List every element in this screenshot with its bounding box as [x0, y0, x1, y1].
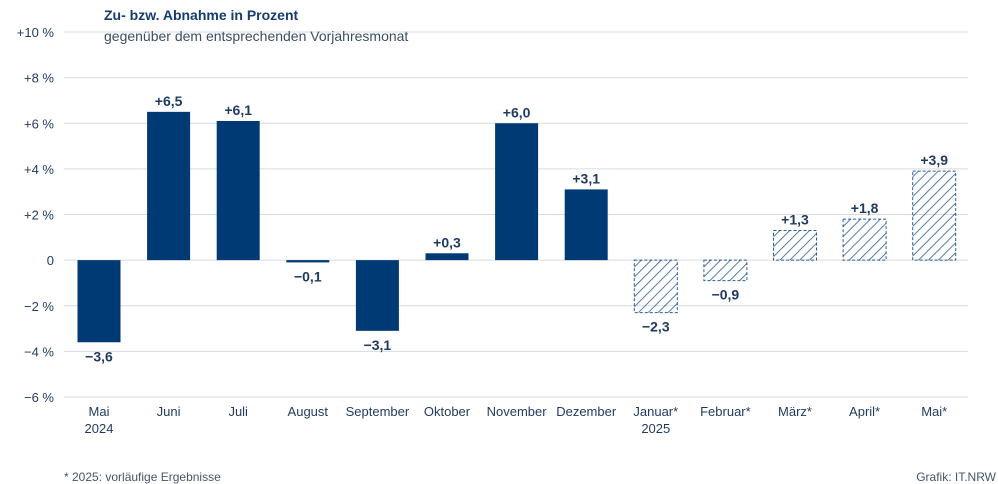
- bar: [633, 259, 678, 314]
- bar: [912, 170, 957, 261]
- x-tick-label: 2025: [641, 421, 670, 436]
- x-tick-label: Februar*: [700, 404, 751, 419]
- data-label: −0,1: [294, 268, 322, 284]
- data-label: +6,1: [224, 102, 252, 118]
- y-tick-label: +6 %: [24, 116, 54, 131]
- bar: [425, 253, 469, 261]
- footnote: * 2025: vorläufige Ergebnisse: [64, 470, 221, 484]
- bar: [355, 260, 399, 331]
- x-tick-label: Oktober: [424, 404, 471, 419]
- data-label: +0,3: [433, 234, 461, 250]
- x-tick-label: April*: [849, 404, 880, 419]
- bar: [77, 260, 121, 343]
- bar: [286, 260, 330, 263]
- y-tick-label: −4 %: [24, 344, 54, 359]
- bar: [147, 111, 191, 261]
- data-label: +1,3: [781, 211, 809, 227]
- data-labels: −3,6 +6,5 +6,1 −0,1 −3,1 +0,3 +6,0 +3,1 −2,3 −0,9…: [85, 93, 948, 364]
- x-tick-label: August: [288, 404, 329, 419]
- x-tick-label: Dezember: [556, 404, 617, 419]
- data-label: +1,8: [851, 200, 879, 216]
- x-tick-label: Januar*: [633, 404, 678, 419]
- axis-labels: +10 % +8 % +6 % +4 % +2 % 0 −2 % −4 % −6 % Mai 202…: [17, 25, 947, 436]
- chart-title: Zu- bzw. Abnahme in Prozent: [104, 7, 299, 23]
- data-label: +3,1: [572, 170, 600, 186]
- x-tick-label: November: [487, 404, 548, 419]
- bar: [564, 189, 608, 261]
- data-label: +3,9: [920, 152, 948, 168]
- source-credit: Grafik: IT.NRW: [916, 470, 996, 484]
- y-tick-label: +2 %: [24, 208, 54, 223]
- bar: [703, 259, 748, 282]
- x-tick-label: September: [346, 404, 410, 419]
- data-label: −3,6: [85, 348, 113, 364]
- y-tick-label: 0: [47, 253, 54, 268]
- y-tick-label: +8 %: [24, 71, 54, 86]
- data-label: −3,1: [364, 337, 392, 353]
- data-label: −0,9: [712, 287, 740, 303]
- y-tick-label: +10 %: [17, 25, 55, 40]
- x-tick-label: 2024: [85, 421, 114, 436]
- bar: [216, 120, 260, 261]
- bars: [77, 111, 957, 343]
- y-tick-label: −2 %: [24, 299, 54, 314]
- x-tick-label: Mai: [89, 404, 110, 419]
- chart-subtitle: gegenüber dem entsprechenden Vorjahresmo…: [104, 28, 409, 44]
- bar: [773, 229, 817, 261]
- data-label: −2,3: [642, 319, 670, 335]
- x-tick-label: Juni: [157, 404, 181, 419]
- y-tick-label: −6 %: [24, 390, 54, 405]
- data-label: +6,5: [155, 93, 183, 109]
- x-tick-label: März*: [778, 404, 812, 419]
- x-tick-label: Juli: [228, 404, 248, 419]
- bar: [495, 123, 539, 261]
- x-tick-label: Mai*: [921, 404, 947, 419]
- y-tick-label: +4 %: [24, 162, 54, 177]
- bar: [842, 218, 887, 261]
- data-label: +6,0: [503, 104, 531, 120]
